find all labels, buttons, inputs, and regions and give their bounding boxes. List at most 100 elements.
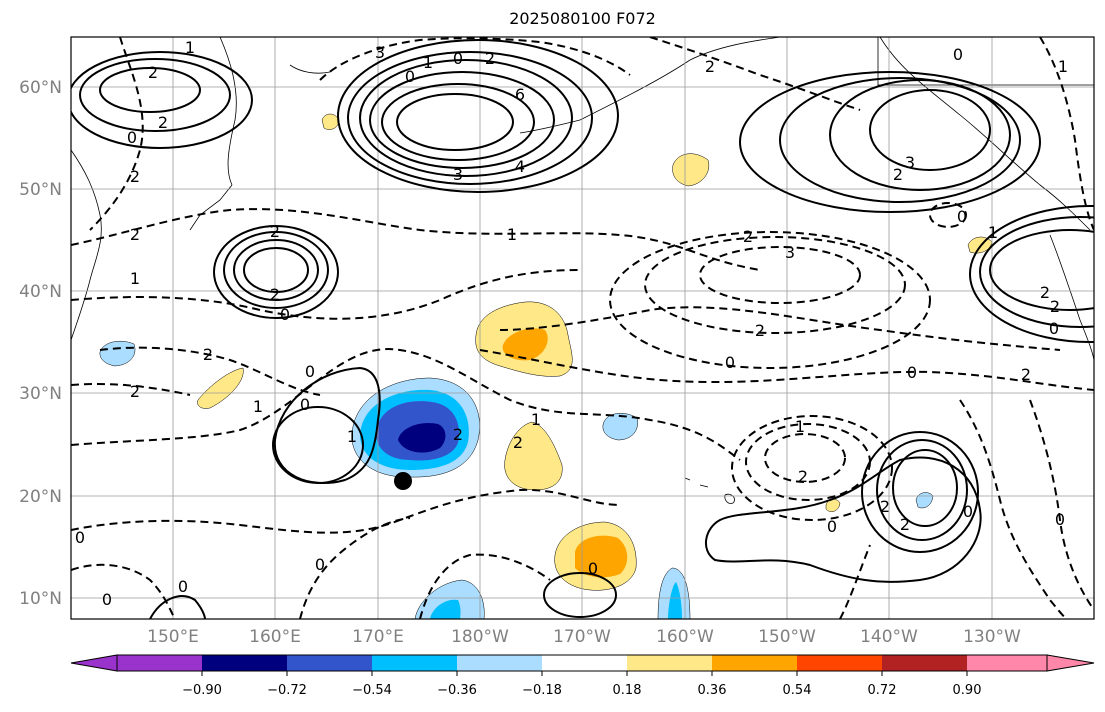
contour-label: 0 xyxy=(588,559,598,578)
colorbar-tick-label: −0.18 xyxy=(522,683,562,698)
positive-anomaly-b xyxy=(504,421,563,491)
location-marker xyxy=(394,472,412,490)
contour-label: 0 xyxy=(305,362,315,381)
contour-label: 2 xyxy=(158,113,168,132)
lon-label: 150°E xyxy=(147,627,199,647)
colorbar-segment xyxy=(797,655,882,671)
kuril-coast xyxy=(189,184,233,231)
contour-label: 2 xyxy=(270,222,280,241)
small-high-south xyxy=(543,572,617,618)
colorbar-ticks xyxy=(201,671,968,676)
contour-label: 0 xyxy=(300,395,310,414)
high-west xyxy=(99,67,201,113)
contour-label: 1 xyxy=(507,225,517,244)
contour-label: 2 xyxy=(270,285,280,304)
map-title: 2025080100 F072 xyxy=(509,9,656,28)
contour-label: 1 xyxy=(185,38,195,57)
lat-label: 20°N xyxy=(19,487,62,507)
contour-label: 0 xyxy=(280,305,290,324)
colorbar-segment xyxy=(542,655,627,671)
colorbar-segment xyxy=(457,655,542,671)
negative-anomaly-bottom xyxy=(414,579,485,619)
high-southeast xyxy=(892,449,958,527)
contour-label: 0 xyxy=(1055,510,1065,529)
colorbar-tick-label: −0.72 xyxy=(267,683,307,698)
contour-label: 3 xyxy=(375,43,385,62)
negative-anomaly-bottom2-core xyxy=(668,582,682,619)
lon-label: 140°W xyxy=(860,627,918,647)
contour-label: 1 xyxy=(347,427,357,446)
contour-label: 4 xyxy=(515,157,525,176)
contour-label: 2 xyxy=(755,321,765,340)
low-northeast-small xyxy=(929,202,967,228)
north-america-coast xyxy=(879,37,1091,231)
contour-label: 0 xyxy=(963,502,973,521)
negative-anomaly-core xyxy=(398,422,446,453)
colorbar-tick-label: 0.54 xyxy=(783,683,812,698)
contour-label: 0 xyxy=(405,67,415,86)
lat-label: 60°N xyxy=(19,78,62,98)
latitude-labels: 60°N 50°N 40°N 30°N 20°N 10°N xyxy=(19,78,62,609)
contour-label: 2 xyxy=(743,227,753,246)
gridlines xyxy=(71,37,1094,619)
negative-anomaly-small xyxy=(602,413,638,441)
contour-label: 1 xyxy=(531,410,541,429)
contour-label: 2 xyxy=(203,345,213,364)
negative-anomaly-bottom-core xyxy=(430,599,461,619)
contour-label: 2 xyxy=(485,49,495,68)
contour-label: 3 xyxy=(905,153,915,172)
alaska-coast xyxy=(579,37,781,121)
contour-label: 2 xyxy=(453,425,463,444)
contour-label: 0 xyxy=(75,528,85,547)
high-east xyxy=(989,229,1094,311)
contour-label: 0 xyxy=(907,363,917,382)
colorbar-extend-left xyxy=(70,654,118,672)
contour-label: 1 xyxy=(253,397,263,416)
lon-label: 130°W xyxy=(963,627,1021,647)
dashed-contours xyxy=(71,37,1094,619)
colorbar-tick-label: 0.90 xyxy=(953,683,982,698)
contour-label: 0 xyxy=(725,353,735,372)
colorbar-extend-right xyxy=(1046,654,1095,672)
hawaii-islands xyxy=(684,477,735,504)
lon-label: 180°W xyxy=(451,627,509,647)
contour-label: 0 xyxy=(315,555,325,574)
colorbar-tick-label: −0.36 xyxy=(437,683,477,698)
colorbar-tick-label: 0.72 xyxy=(868,683,897,698)
positive-anomaly-e xyxy=(672,153,710,187)
aleutian-chain xyxy=(289,64,581,134)
contour-label-group: 1 2 2 0 2 2 1 3 0 6 3 4 2 0 3 2 1 0 2 1 … xyxy=(75,38,1068,609)
kamchatka-coast xyxy=(219,37,237,186)
contour-label: 2 xyxy=(880,497,890,516)
shading-layer xyxy=(99,113,993,619)
lat-label: 50°N xyxy=(19,180,62,200)
colorbar-tick-label: 0.18 xyxy=(613,683,642,698)
colorbar-segment xyxy=(712,655,797,671)
lon-label: 160°W xyxy=(656,627,714,647)
colorbar-segment xyxy=(202,655,287,671)
longitude-labels: 150°E 160°E 170°E 180°W 170°W 160°W 150°… xyxy=(147,627,1021,647)
high-mid-west xyxy=(243,247,309,293)
contour-label: 2 xyxy=(148,63,158,82)
contour-label: 2 xyxy=(1040,283,1050,302)
contour-label: 0 xyxy=(953,45,963,64)
contour-label: 1 xyxy=(423,53,433,72)
contour-label: 0 xyxy=(178,577,188,596)
map-frame xyxy=(70,36,1095,620)
contour-label: 2 xyxy=(1021,365,1031,384)
low-south-center xyxy=(764,433,846,483)
contour-label: 0 xyxy=(1049,319,1059,338)
colorbar-segment xyxy=(372,655,457,671)
contour-label: 0 xyxy=(957,207,967,226)
contour-label: 1 xyxy=(130,269,140,288)
contour-label: 3 xyxy=(785,243,795,262)
colorbar: −0.90 −0.72 −0.54 −0.36 −0.18 0.18 0.36 … xyxy=(70,654,1095,698)
contour-label: 2 xyxy=(130,167,140,186)
positive-anomaly-c-core xyxy=(575,535,628,578)
lon-label: 160°E xyxy=(249,627,301,647)
lat-label: 10°N xyxy=(19,589,62,609)
solid-contours xyxy=(71,39,1094,619)
colorbar-segment xyxy=(287,655,372,671)
contour-label: 0 xyxy=(102,590,112,609)
contour-label: 2 xyxy=(900,515,910,534)
